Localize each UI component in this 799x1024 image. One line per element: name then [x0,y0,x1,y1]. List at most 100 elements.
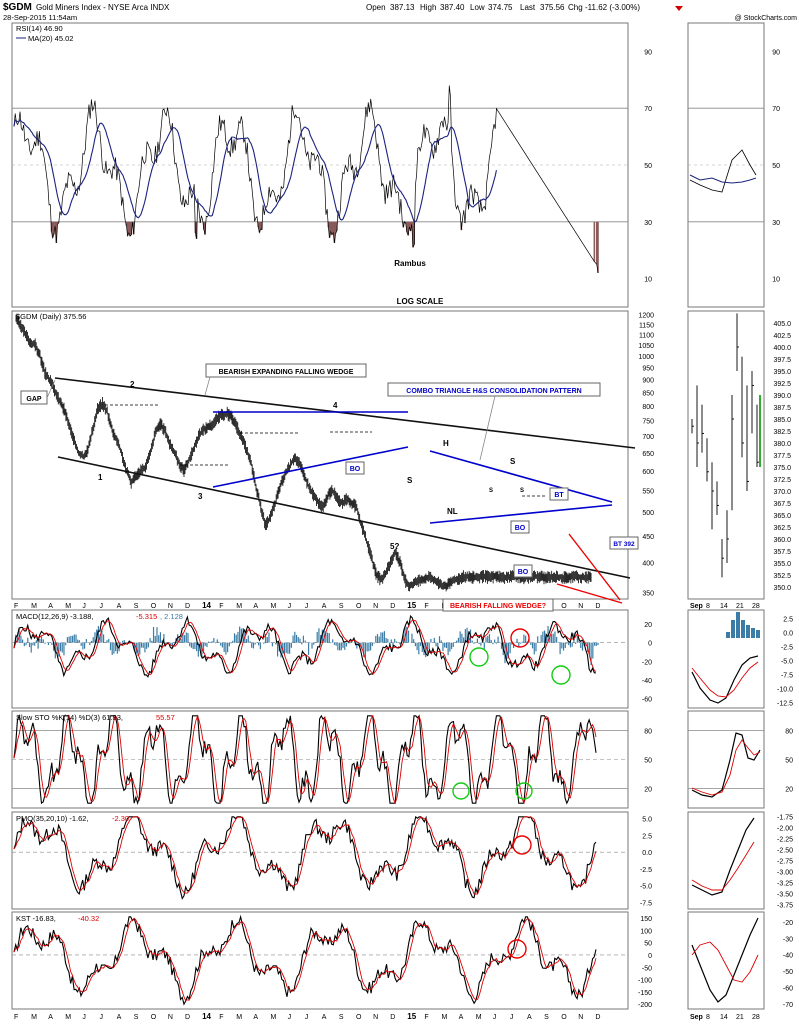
x-tick-main-bottom: F [424,1014,428,1021]
red-circle-marker [512,835,532,855]
x-tick-main-bottom: N [373,1014,378,1021]
price-tick: 750 [642,419,654,426]
x-tick-main-bottom: F [219,1014,223,1021]
macd-label: MACD(12,26,9) -3.188, [16,612,94,621]
price-tick: 950 [642,365,654,372]
pmo-signal-line [13,816,597,895]
x-tick-main-bottom: J [288,1014,292,1021]
x-tick-main-bottom: A [117,1014,122,1021]
kst-tick: -50 [642,965,652,972]
pmo-label: PMO(35,20,10) -1.62, [16,814,89,823]
pmo-line-right [691,817,755,896]
x-tick-main-bottom: A [322,1014,327,1021]
wedge-label: BEARISH EXPANDING FALLING WEDGE [219,369,354,376]
red-circle-marker [510,628,530,648]
kst-tick-r: -50 [783,969,793,976]
bo-box [345,461,365,475]
price-label: $GDM (Daily) 375.56 [16,312,86,321]
x-tick-main-bottom: O [356,1014,362,1021]
macd-line [13,614,597,678]
x-tick-main: F [219,603,223,610]
macd-tick: -40 [642,678,652,685]
price-tick: 450 [642,534,654,541]
price-tick: 350 [642,590,654,597]
bt392-box [609,536,639,550]
pmo-tick-r: -2.25 [777,836,793,843]
x-tick-right-bottom: 21 [736,1014,744,1021]
bo-label: BO [350,466,361,473]
combo-label: COMBO TRIANGLE H&S CONSOLIDATION PATTERN [406,388,581,395]
point-3: 3 [198,492,203,501]
x-tick-main: F [14,603,18,610]
x-tick-right-bottom: 28 [752,1014,760,1021]
x-tick-main-bottom: S [544,1014,549,1021]
x-tick-main-bottom: A [48,1014,53,1021]
price-tick: 1100 [639,332,654,339]
price-tick-r: 387.5 [773,405,791,412]
pmo-signal-label: -2.30 [112,814,129,823]
x-tick-main: M [65,603,71,610]
price-tick: 1000 [638,354,654,361]
bo-label: BO [518,569,529,576]
combo-pointer [479,395,496,461]
macd-tick-r: -10.0 [777,686,793,693]
pmo-tick: -7.5 [640,900,652,907]
x-tick-main: N [578,603,583,610]
date-label: 28-Sep-2015 11:54am [3,13,77,22]
gap-pointer [46,379,56,399]
bt-label: BT [554,492,564,499]
sto-tick: 50 [644,758,652,765]
x-tick-main-bottom: J [493,1014,497,1021]
x-tick-main: D [390,603,395,610]
pmo-tick-r: -2.75 [777,859,793,866]
sto-tick: 20 [644,787,652,794]
pmo-tick: 5.0 [642,817,652,824]
pmo-tick: 0.0 [642,850,652,857]
kst-tick-r: -20 [783,920,793,927]
x-tick-main-bottom: D [390,1014,395,1021]
x-tick-main: F [424,603,428,610]
rsi-tick: 50 [644,163,652,170]
macd-hist-right [731,620,735,638]
panel-kst [11,911,629,1010]
price-tick-r: 372.5 [773,477,791,484]
x-tick-main-bottom: 15 [407,1012,416,1021]
point-4: 4 [333,401,338,410]
header-last_label: Last [520,3,536,12]
triangle-upper-line [429,450,613,503]
x-tick-main-bottom: M [31,1014,37,1021]
x-tick-main: M [271,603,277,610]
rsi-tick: 70 [644,106,652,113]
macd-tick: -20 [642,659,652,666]
x-tick-main: S [339,603,344,610]
price-tick: 600 [642,469,654,476]
point-5: 5? [390,542,399,551]
x-tick-main: O [561,603,567,610]
bo-label: BO [515,525,526,532]
kst-line [13,914,597,1006]
header-high_label: High [420,3,436,12]
rsi-tick-r: 30 [772,220,780,227]
x-tick-main-bottom: N [168,1014,173,1021]
falling-wedge-lower [556,583,623,604]
sto-line [13,714,597,806]
rsi-label: RSI(14) 46.90 [16,24,63,33]
header-chg_label: Chg [568,3,583,12]
macd-hist-right [746,625,750,638]
price-tick: 1150 [639,322,654,329]
macd-signal-line [13,619,597,675]
price-tick-r: 385.0 [773,417,791,424]
macd-hist-right [756,630,760,638]
x-tick-main: A [253,603,258,610]
kst-signal-label: -40.32 [78,914,99,923]
shoulder-1: S [407,476,413,485]
x-tick-right: 21 [736,603,744,610]
symbol-label: $GDM [3,2,32,13]
sto-tick-r: 80 [785,728,793,735]
wedge-upper-line [54,377,636,449]
green-circle-marker [469,647,489,667]
macd-hist-right [736,612,740,638]
price-tick-r: 370.0 [773,489,791,496]
price-tick-r: 350.0 [773,585,791,592]
blue-bottom-line [212,446,409,488]
